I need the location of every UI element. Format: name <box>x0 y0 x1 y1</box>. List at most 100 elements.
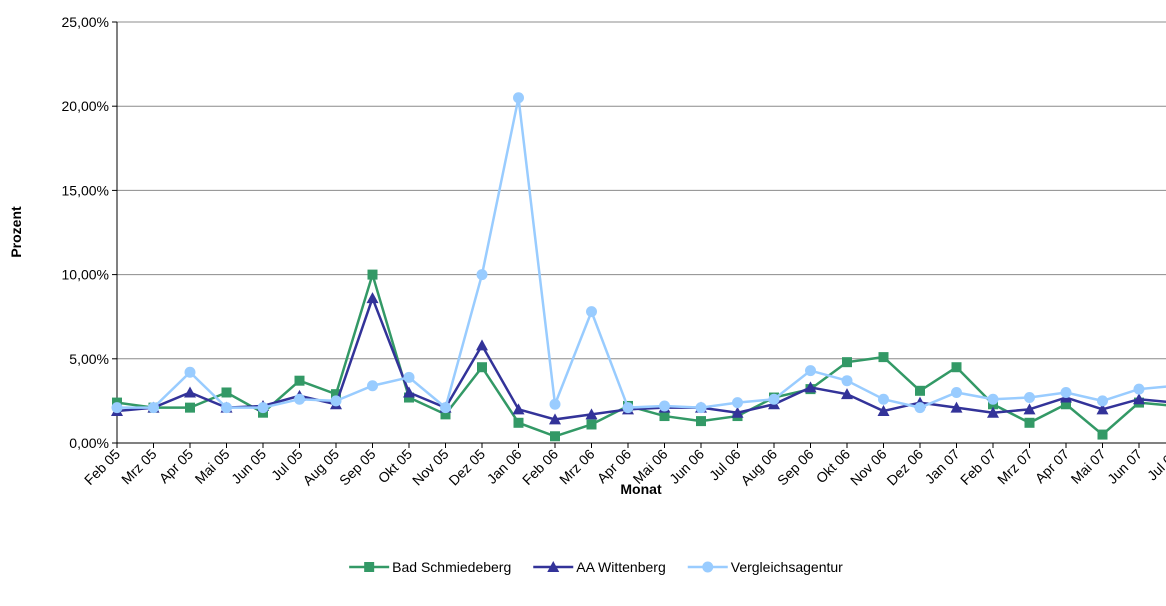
x-tick-label: Nov 06 <box>847 446 890 489</box>
data-point <box>1097 395 1108 407</box>
data-point <box>476 339 488 351</box>
x-tick-label: Feb 07 <box>957 446 999 488</box>
data-point <box>878 393 889 405</box>
data-point <box>440 402 451 414</box>
x-tick-label: Dez 06 <box>883 446 926 489</box>
data-point <box>403 371 415 383</box>
x-tick-label: Feb 05 <box>81 446 123 488</box>
data-point <box>550 431 560 442</box>
x-tick-label: Feb 06 <box>519 446 561 488</box>
data-point <box>549 413 561 425</box>
data-point <box>403 386 415 398</box>
data-point <box>404 392 414 403</box>
data-point <box>586 419 597 430</box>
y-tick-label: 15,00% <box>62 182 109 198</box>
data-point <box>914 402 926 414</box>
x-axis-title: Monat <box>620 481 662 497</box>
data-point <box>1024 417 1035 428</box>
data-point <box>951 362 962 373</box>
x-tick-label: Jun 05 <box>228 446 269 487</box>
data-point <box>221 387 232 398</box>
data-point <box>842 357 852 368</box>
y-tick-label: 0,00% <box>69 435 109 451</box>
x-tick-label: Dez 05 <box>445 446 488 489</box>
data-point <box>586 306 597 318</box>
data-point <box>111 402 123 414</box>
data-point <box>585 408 598 420</box>
data-point <box>659 400 670 412</box>
data-point <box>805 365 816 377</box>
x-tick-label: Sep 05 <box>336 446 379 489</box>
x-tick-label: Aug 05 <box>299 446 342 489</box>
data-point <box>915 385 925 396</box>
data-point <box>1024 392 1035 404</box>
data-point <box>477 362 487 373</box>
x-tick-label: Sep 06 <box>774 446 817 489</box>
legend-label: Bad Schmiedeberg <box>392 559 511 575</box>
data-point <box>951 386 962 398</box>
data-point <box>148 402 159 414</box>
x-tick-label: Apr 05 <box>156 446 197 487</box>
y-tick-label: 20,00% <box>62 98 109 114</box>
x-tick-label: Jan 07 <box>922 446 963 487</box>
series-line <box>116 270 1166 438</box>
legend-label: Vergleichsagentur <box>731 559 843 575</box>
data-point <box>731 406 744 418</box>
data-point <box>1060 386 1072 398</box>
data-point <box>513 417 524 428</box>
y-tick-label: 5,00% <box>69 351 109 367</box>
series-line <box>117 97 1166 410</box>
data-point <box>659 411 670 422</box>
data-point <box>877 405 890 417</box>
data-point <box>366 292 379 304</box>
x-tick-label: Apr 07 <box>1032 446 1073 487</box>
data-point <box>294 375 305 386</box>
data-point <box>878 352 889 363</box>
data-point <box>1061 399 1071 410</box>
data-point <box>696 416 706 427</box>
legend-label: AA Wittenberg <box>576 559 666 575</box>
y-axis-title: Prozent <box>8 206 24 258</box>
x-tick-label: Mai 05 <box>192 446 233 487</box>
x-tick-label: Mai 07 <box>1068 446 1109 487</box>
data-point <box>184 386 196 398</box>
x-tick-label: Mrz 07 <box>994 446 1036 488</box>
data-point <box>294 393 305 405</box>
data-point <box>987 393 999 405</box>
x-tick-label: Aug 06 <box>737 446 780 489</box>
x-tick-label: Okt 06 <box>813 446 854 487</box>
data-point <box>732 397 743 409</box>
data-point <box>695 402 707 414</box>
x-tick-label: Okt 05 <box>375 446 416 487</box>
x-tick-label: Jun 06 <box>666 446 707 487</box>
y-tick-label: 25,00% <box>62 14 109 30</box>
data-point <box>950 401 963 413</box>
x-tick-label: Jan 06 <box>484 446 525 487</box>
data-point <box>841 388 853 400</box>
data-point <box>987 406 999 418</box>
legend-marker <box>547 561 560 572</box>
data-point <box>512 403 525 415</box>
data-point <box>185 402 195 413</box>
y-tick-label: 10,00% <box>62 267 109 283</box>
data-point <box>549 398 561 410</box>
data-point <box>1097 429 1108 440</box>
data-point <box>367 380 378 392</box>
data-point <box>257 402 269 414</box>
x-tick-label: Mrz 05 <box>118 446 160 488</box>
x-tick-label: Jul 07 <box>1144 446 1166 484</box>
x-tick-label: Nov 05 <box>409 446 452 489</box>
legend: Bad Schmiedeberg AA Wittenberg Vergleichsa… <box>349 559 843 575</box>
x-tick-label: Jun 07 <box>1104 446 1145 487</box>
data-point <box>331 389 341 400</box>
legend-marker <box>364 562 375 572</box>
x-tick-label: Mrz 06 <box>556 446 598 488</box>
series-line <box>116 294 1166 421</box>
data-point <box>804 381 817 393</box>
data-point <box>440 409 451 420</box>
data-point <box>1133 383 1145 395</box>
data-point <box>513 92 524 104</box>
data-point <box>330 395 342 407</box>
legend-marker <box>702 561 714 573</box>
